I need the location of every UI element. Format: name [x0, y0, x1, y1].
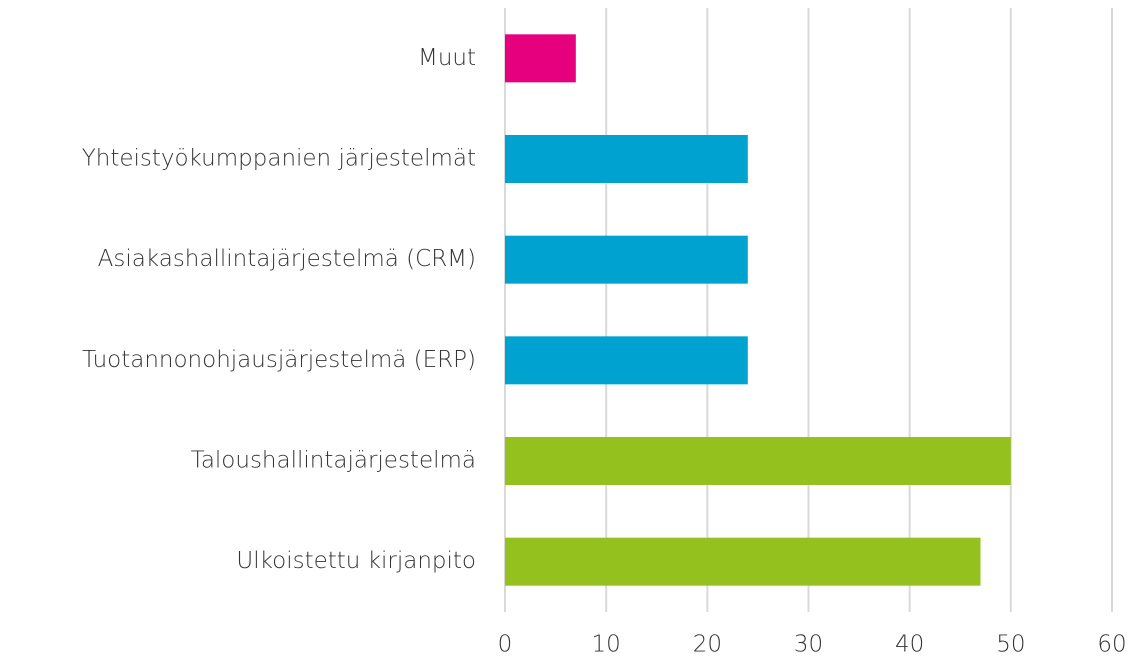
bar [505, 537, 981, 586]
y-tick-label: Taloushallintajärjestelmä [191, 448, 476, 474]
x-tick-label: 50 [996, 632, 1025, 658]
y-tick-label: Ulkoistettu kirjanpito [236, 548, 476, 574]
x-tick-label: 0 [498, 632, 513, 658]
x-tick-label: 30 [794, 632, 823, 658]
x-tick-label: 20 [693, 632, 722, 658]
y-tick-label: Tuotannonohjausjärjestelmä (ERP) [82, 347, 476, 373]
x-tick-label: 60 [1097, 632, 1126, 658]
bar [505, 34, 576, 83]
bar [505, 135, 748, 183]
bar [505, 235, 748, 284]
y-tick-label: Asiakashallintajärjestelmä (CRM) [98, 246, 476, 272]
x-tick-label: 40 [895, 632, 924, 658]
y-tick-label: Yhteistyökumppanien järjestelmät [82, 146, 476, 172]
bar [505, 437, 1011, 485]
bar [505, 336, 748, 385]
y-tick-label: Muut [418, 45, 476, 71]
x-tick-label: 10 [592, 632, 621, 658]
